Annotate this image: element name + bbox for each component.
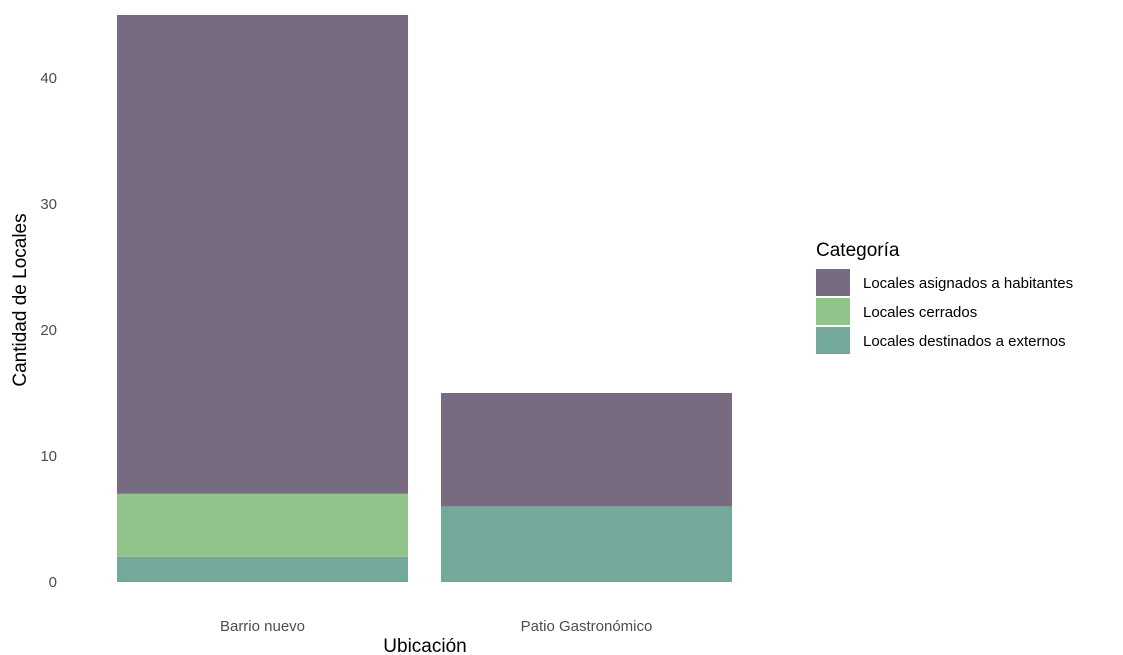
legend-swatch-locales-asignados-a-habitantes <box>816 269 850 296</box>
y-tick-label: 0 <box>49 574 57 591</box>
bar-patio-gastronomico-locales-destinados-a-externos <box>441 506 732 582</box>
bar-patio-gastronomico-locales-asignados-a-habitantes <box>441 393 732 507</box>
legend-swatch-locales-cerrados <box>816 298 850 325</box>
x-axis-title: Ubicación <box>383 636 466 655</box>
legend-swatch-locales-destinados-a-externos <box>816 327 850 354</box>
legend: Categoría Locales asignados a habitantes… <box>816 240 1073 354</box>
legend-title: Categoría <box>816 240 900 261</box>
legend-label-locales-cerrados: Locales cerrados <box>863 304 977 321</box>
bar-barrio-nuevo-locales-asignados-a-habitantes <box>117 15 408 494</box>
y-tick-label: 40 <box>40 70 57 87</box>
y-axis-ticks: 0 10 20 30 40 <box>40 70 57 591</box>
y-tick-label: 30 <box>40 196 57 213</box>
y-axis-title: Cantidad de Locales <box>10 213 31 386</box>
x-axis-ticks: Barrio nuevo Patio Gastronómico <box>220 618 652 635</box>
bar-barrio-nuevo-locales-destinados-a-externos <box>117 556 408 582</box>
bar-barrio-nuevo-locales-cerrados <box>117 493 408 557</box>
x-tick-label: Patio Gastronómico <box>521 618 653 635</box>
y-tick-label: 20 <box>40 322 57 339</box>
legend-label-locales-destinados-a-externos: Locales destinados a externos <box>863 333 1066 350</box>
y-tick-label: 10 <box>40 448 57 465</box>
legend-label-locales-asignados-a-habitantes: Locales asignados a habitantes <box>863 275 1073 292</box>
bars-layer <box>117 15 732 582</box>
x-tick-label: Barrio nuevo <box>220 618 305 635</box>
